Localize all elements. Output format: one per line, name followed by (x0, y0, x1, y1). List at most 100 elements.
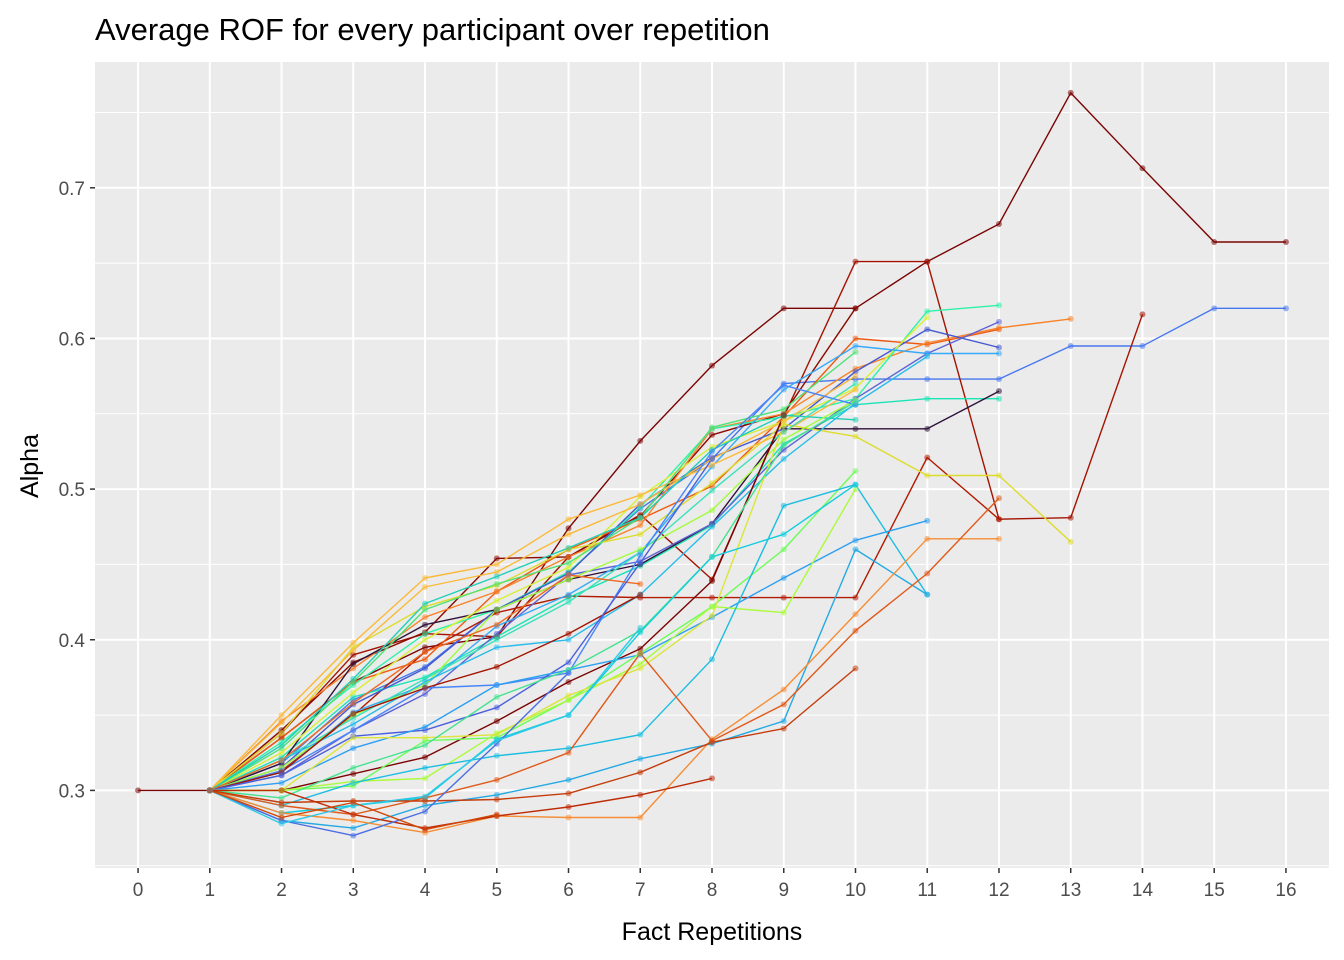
data-point (995, 395, 1002, 402)
data-point (422, 678, 429, 685)
series-line-32 (209, 401, 856, 799)
data-point (565, 571, 572, 578)
data-point (350, 660, 357, 667)
data-point (995, 318, 1002, 325)
data-point (924, 339, 931, 346)
data-point (422, 574, 429, 581)
x-tick-label: 1 (205, 880, 216, 901)
data-point (493, 791, 500, 798)
data-point (493, 581, 500, 588)
data-point (565, 803, 572, 810)
data-point (637, 531, 644, 538)
x-tick-label: 5 (491, 880, 502, 901)
data-point (995, 388, 1002, 395)
data-point (995, 472, 1002, 479)
data-point (350, 647, 357, 654)
data-point (493, 555, 500, 562)
data-point (924, 314, 931, 321)
data-point (350, 825, 357, 832)
data-point (637, 591, 644, 598)
data-point (1067, 315, 1074, 322)
data-point (637, 514, 644, 521)
data-point (278, 810, 285, 817)
data-point (780, 406, 787, 413)
data-point (422, 584, 429, 591)
data-point (422, 621, 429, 628)
data-point (422, 684, 429, 691)
x-tick-label: 10 (845, 880, 866, 901)
data-point (709, 612, 715, 619)
data-point (924, 570, 931, 577)
x-tick-label: 4 (420, 880, 431, 901)
data-point (350, 651, 357, 658)
data-point (422, 754, 429, 761)
data-point (709, 656, 715, 663)
data-point (422, 802, 429, 809)
data-point (565, 669, 572, 676)
data-point (422, 742, 429, 749)
data-point (709, 507, 715, 514)
data-point (565, 790, 572, 797)
data-point (278, 719, 285, 726)
series-line-16 (209, 389, 856, 791)
y-tick-label: 0.6 (59, 329, 85, 350)
data-point (1139, 342, 1146, 349)
data-point (852, 433, 859, 440)
data-point (780, 686, 787, 693)
data-point (637, 814, 644, 821)
data-point (852, 468, 859, 475)
data-point (565, 544, 572, 551)
data-point (565, 814, 572, 821)
data-point (780, 446, 787, 453)
data-point (278, 742, 285, 749)
data-point (1282, 239, 1289, 246)
data-point (278, 772, 285, 779)
data-point (565, 516, 572, 523)
data-point (709, 480, 715, 487)
data-point (493, 568, 500, 575)
data-point (780, 701, 787, 708)
y-axis-label: Alpha (16, 434, 44, 498)
data-point (565, 559, 572, 566)
data-point (1067, 538, 1074, 545)
data-point (709, 462, 715, 468)
data-point (852, 349, 859, 356)
data-point (852, 611, 859, 618)
data-point (637, 769, 644, 776)
data-point (780, 609, 787, 616)
series-line-6 (209, 328, 1000, 791)
data-point (565, 659, 572, 666)
x-tick-label: 11 (917, 880, 937, 901)
data-point (350, 715, 357, 722)
data-point (709, 431, 715, 438)
data-point (780, 428, 787, 435)
data-point (493, 737, 500, 744)
series-line-40 (209, 672, 569, 837)
data-point (350, 710, 357, 717)
data-point (637, 522, 644, 529)
data-point (278, 814, 285, 821)
data-point (924, 376, 931, 383)
data-point (278, 730, 285, 737)
data-point (350, 770, 357, 777)
x-tick-label: 0 (133, 880, 144, 901)
data-point (422, 648, 429, 655)
data-point (422, 630, 429, 637)
data-point (422, 764, 429, 771)
data-point (637, 437, 644, 444)
data-point (637, 624, 644, 631)
data-point (852, 481, 859, 488)
data-point (350, 727, 357, 734)
data-point (350, 689, 357, 696)
data-point (278, 757, 285, 764)
series-line-21 (209, 383, 856, 792)
data-point (852, 486, 859, 493)
data-point (493, 663, 500, 670)
data-point (780, 442, 787, 449)
data-point (780, 718, 787, 725)
data-point (780, 725, 787, 732)
data-point (422, 734, 429, 741)
data-point (422, 606, 429, 613)
series-line-3 (209, 260, 1144, 791)
data-point (852, 386, 859, 393)
